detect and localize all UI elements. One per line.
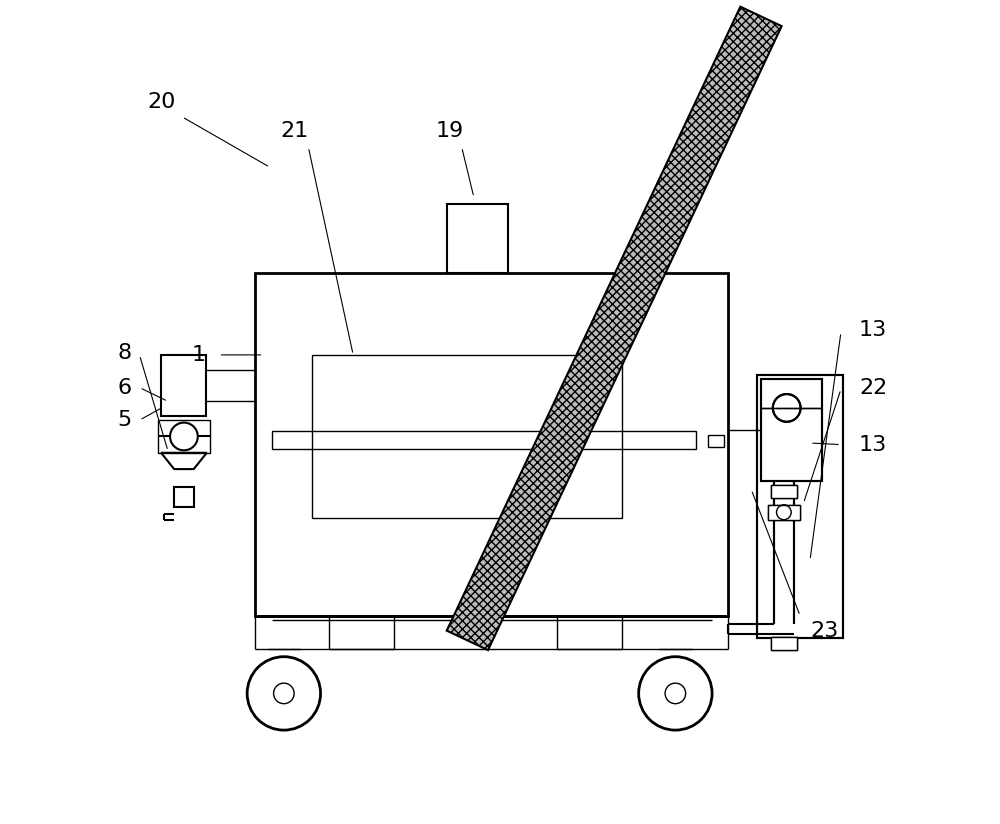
Bar [708,435,724,447]
Bar [174,487,194,508]
Bar [771,637,797,650]
Bar [255,274,728,616]
Bar [272,431,696,449]
Text: 19: 19 [435,120,464,141]
Bar [771,485,797,498]
Bar [771,637,797,650]
Text: 23: 23 [810,620,838,640]
Bar [757,375,843,638]
Bar [771,485,797,498]
Text: 1: 1 [191,345,205,365]
Text: 21: 21 [280,120,309,141]
Bar [329,616,394,648]
Bar [768,505,800,520]
Bar [161,355,206,416]
Text: 20: 20 [147,92,176,112]
Text: 5: 5 [118,410,132,430]
Text: 8: 8 [118,344,132,363]
Bar [557,616,622,648]
Polygon shape [447,7,782,650]
Text: 22: 22 [859,377,887,397]
Text: 13: 13 [859,434,887,455]
Bar [768,505,800,520]
Text: 6: 6 [118,377,132,397]
Bar [312,355,622,518]
Bar [158,420,210,452]
Bar [757,375,843,638]
Bar [447,204,508,274]
Bar [761,379,822,481]
Bar [761,379,822,481]
Text: 13: 13 [859,321,887,340]
